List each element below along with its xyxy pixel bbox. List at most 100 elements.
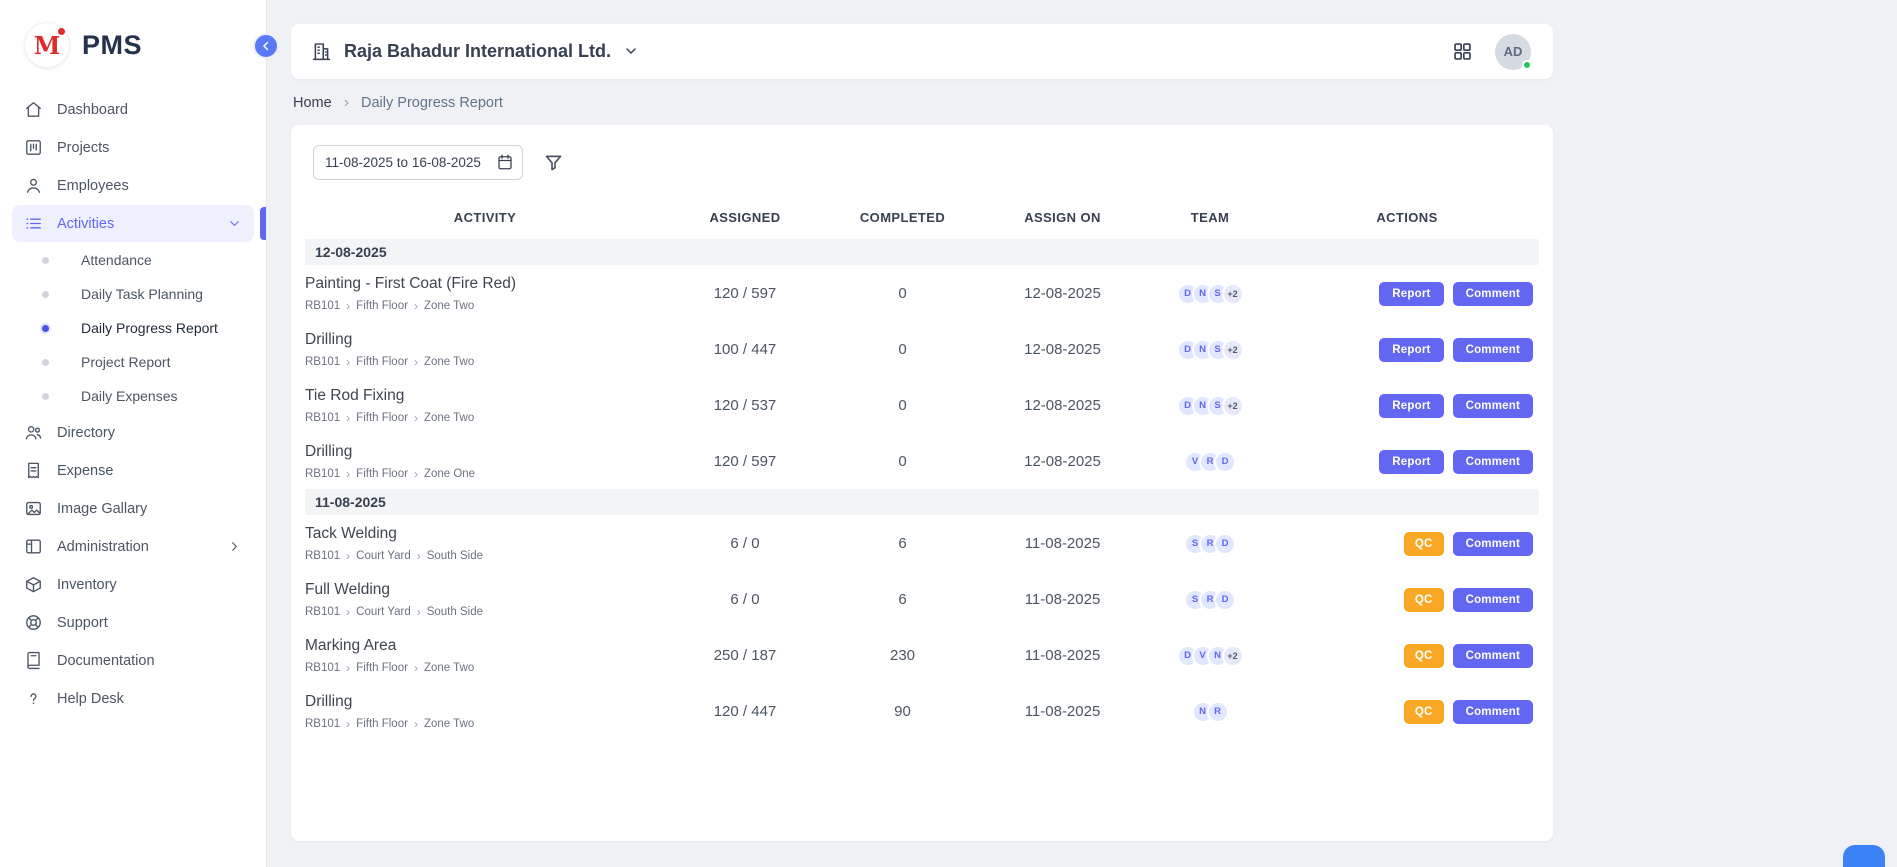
column-header-completed: COMPLETED [825, 210, 980, 225]
qc-button[interactable]: QC [1404, 644, 1444, 668]
activity-name: Full Welding [305, 581, 655, 599]
qc-button[interactable]: QC [1404, 700, 1444, 724]
sidebar-item-support[interactable]: Support [12, 604, 254, 641]
comment-button[interactable]: Comment [1453, 338, 1533, 362]
activity-row: Tie Rod FixingRB101›Fifth Floor›Zone Two… [305, 377, 1539, 433]
comment-button[interactable]: Comment [1453, 700, 1533, 724]
actions-cell: Report Comment [1275, 338, 1539, 362]
comment-button[interactable]: Comment [1453, 588, 1533, 612]
path-segment: Zone Two [424, 718, 474, 730]
sidebar-item-employees[interactable]: Employees [12, 167, 254, 204]
table-header: ACTIVITY ASSIGNED COMPLETED ASSIGN ON TE… [305, 200, 1539, 239]
topbar: Raja Bahadur International Ltd. AD [291, 24, 1553, 79]
assigned-cell: 120 / 597 [665, 285, 825, 302]
company-name: Raja Bahadur International Ltd. [344, 41, 611, 62]
report-button[interactable]: Report [1379, 394, 1443, 418]
team-cell: SRD [1145, 589, 1275, 611]
assign-on-cell: 12-08-2025 [980, 341, 1145, 358]
completed-cell: 6 [825, 535, 980, 552]
activity-cell: DrillingRB101›Fifth Floor›Zone Two [305, 693, 665, 730]
team-extra-count[interactable]: +2 [1222, 339, 1244, 361]
sidebar-item-directory[interactable]: Directory [12, 414, 254, 451]
activity-path: RB101›Court Yard›South Side [305, 606, 655, 618]
comment-button[interactable]: Comment [1453, 394, 1533, 418]
sidebar-item-dashboard[interactable]: Dashboard [12, 91, 254, 128]
assigned-cell: 6 / 0 [665, 591, 825, 608]
activity-name: Marking Area [305, 637, 655, 655]
company-selector[interactable]: Raja Bahadur International Ltd. [311, 40, 639, 64]
sidebar-subitem-daily-progress-report[interactable]: Daily Progress Report [12, 311, 254, 345]
qc-button[interactable]: QC [1404, 532, 1444, 556]
team-cell: SRD [1145, 533, 1275, 555]
team-extra-count[interactable]: +2 [1222, 645, 1244, 667]
apps-grid-button[interactable] [1452, 41, 1473, 62]
path-segment: RB101 [305, 662, 340, 674]
breadcrumb-current: Daily Progress Report [361, 95, 503, 111]
comment-button[interactable]: Comment [1453, 450, 1533, 474]
chevron-right-icon: › [344, 94, 349, 112]
sidebar-item-image-gallary[interactable]: Image Gallary [12, 490, 254, 527]
sidebar-item-label: Activities [57, 216, 213, 232]
sidebar-item-administration[interactable]: Administration [12, 528, 254, 565]
date-range-input[interactable] [313, 145, 523, 180]
sidebar-item-documentation[interactable]: Documentation [12, 642, 254, 679]
path-segment: Zone Two [424, 300, 474, 312]
date-group-header: 12-08-2025 [305, 239, 1539, 265]
sidebar-subitem-project-report[interactable]: Project Report [12, 345, 254, 379]
filter-button[interactable] [543, 152, 564, 173]
activity-path: RB101›Fifth Floor›Zone Two [305, 718, 655, 730]
path-segment: Zone One [424, 468, 475, 480]
sidebar-item-help-desk[interactable]: Help Desk [12, 680, 254, 717]
bullet-dot [42, 291, 49, 298]
actions-cell: QC Comment [1275, 532, 1539, 556]
assigned-cell: 120 / 447 [665, 703, 825, 720]
activity-name: Tack Welding [305, 525, 655, 543]
activity-row: Marking AreaRB101›Fifth Floor›Zone Two25… [305, 627, 1539, 683]
employee-icon [24, 176, 43, 195]
assign-on-cell: 11-08-2025 [980, 591, 1145, 608]
sidebar-item-label: Documentation [57, 653, 242, 669]
sidebar-item-inventory[interactable]: Inventory [12, 566, 254, 603]
chevron-right-icon: › [414, 412, 418, 424]
team-member-avatar[interactable]: D [1214, 451, 1236, 473]
assigned-cell: 120 / 597 [665, 453, 825, 470]
sidebar-item-projects[interactable]: Projects [12, 129, 254, 166]
sidebar-collapse-button[interactable] [253, 33, 279, 59]
breadcrumb-home[interactable]: Home [293, 95, 332, 111]
comment-button[interactable]: Comment [1453, 644, 1533, 668]
sidebar-subitem-attendance[interactable]: Attendance [12, 243, 254, 277]
chat-widget-button[interactable] [1843, 845, 1885, 867]
home-icon [24, 100, 43, 119]
comment-button[interactable]: Comment [1453, 282, 1533, 306]
team-extra-count[interactable]: +2 [1222, 283, 1244, 305]
comment-button[interactable]: Comment [1453, 532, 1533, 556]
report-button[interactable]: Report [1379, 338, 1443, 362]
activity-row: DrillingRB101›Fifth Floor›Zone One120 / … [305, 433, 1539, 489]
path-segment: RB101 [305, 412, 340, 424]
app-name: PMS [82, 30, 142, 61]
team-member-avatar[interactable]: D [1214, 589, 1236, 611]
user-avatar[interactable]: AD [1495, 34, 1531, 70]
qc-button[interactable]: QC [1404, 588, 1444, 612]
app-logo[interactable]: M [24, 22, 70, 68]
sidebar-item-activities[interactable]: Activities [12, 205, 254, 242]
completed-cell: 6 [825, 591, 980, 608]
path-segment: Zone Two [424, 662, 474, 674]
chevron-right-icon: › [414, 468, 418, 480]
chevron-down-icon [227, 216, 242, 231]
team-member-avatar[interactable]: R [1207, 701, 1229, 723]
team-extra-count[interactable]: +2 [1222, 395, 1244, 417]
activity-name: Painting - First Coat (Fire Red) [305, 275, 655, 293]
sidebar-item-label: Expense [57, 463, 242, 479]
sidebar-subitem-daily-expenses[interactable]: Daily Expenses [12, 379, 254, 413]
sidebar-item-expense[interactable]: Expense [12, 452, 254, 489]
team-member-avatar[interactable]: D [1214, 533, 1236, 555]
report-button[interactable]: Report [1379, 450, 1443, 474]
report-button[interactable]: Report [1379, 282, 1443, 306]
completed-cell: 0 [825, 453, 980, 470]
actions-cell: Report Comment [1275, 282, 1539, 306]
path-segment: Zone Two [424, 356, 474, 368]
sidebar-subitem-daily-task-planning[interactable]: Daily Task Planning [12, 277, 254, 311]
path-segment: RB101 [305, 356, 340, 368]
activity-table-body: 12-08-2025 Painting - First Coat (Fire Re… [305, 239, 1539, 739]
